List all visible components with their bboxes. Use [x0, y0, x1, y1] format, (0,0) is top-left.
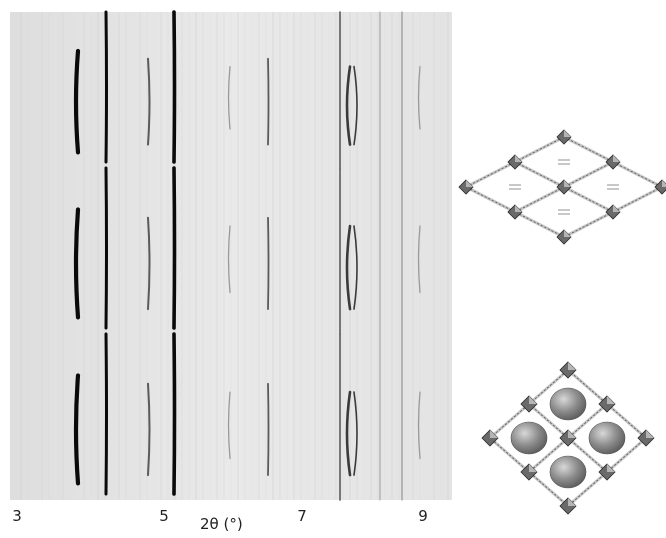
reflection-arc	[267, 216, 270, 310]
reflection-arc	[353, 225, 358, 310]
linker-strut	[528, 471, 569, 507]
octahedral-node-face	[490, 430, 498, 438]
framework-structure-open	[458, 129, 666, 245]
reflection-arc	[417, 391, 421, 460]
linker-strut	[612, 161, 663, 188]
linker-strut	[606, 403, 647, 439]
reflection-arc	[104, 332, 108, 496]
octahedral-node-face	[515, 155, 522, 162]
linker-strut	[465, 186, 516, 213]
octahedral-node-face	[607, 464, 615, 472]
linker-strut	[563, 161, 614, 188]
x-tick-label: 7	[297, 507, 307, 525]
linker-strut	[528, 437, 569, 473]
reflection-arc	[147, 216, 151, 311]
linker-strut	[514, 186, 565, 213]
octahedral-node-face	[646, 430, 654, 438]
octahedral-node-face	[568, 362, 576, 370]
linker-strut	[514, 161, 565, 188]
octahedral-node-face	[515, 205, 522, 212]
x-axis-label: 2θ (°)	[200, 515, 243, 533]
octahedral-node-face	[564, 180, 571, 187]
reflection-arc	[104, 10, 108, 164]
linker-strut	[567, 369, 608, 405]
reflection-arc	[172, 10, 177, 164]
linker-strut	[528, 403, 569, 439]
linker-strut	[563, 186, 614, 213]
reflection-arc	[267, 382, 270, 476]
reflection-arc	[345, 390, 352, 477]
linker-strut	[612, 186, 663, 213]
octahedral-node-face	[613, 205, 620, 212]
guest-sphere	[510, 421, 548, 455]
octahedral-node-face	[564, 130, 571, 137]
octahedral-node-face	[568, 498, 576, 506]
reflection-arc	[104, 166, 108, 330]
reflection-arc	[147, 382, 151, 477]
reflection-arc	[345, 65, 352, 146]
octahedral-node-face	[466, 180, 473, 187]
x-tick-label: 3	[12, 507, 22, 525]
reflection-arc	[73, 207, 81, 320]
guest-sphere	[549, 455, 587, 489]
octahedral-node-face	[568, 430, 576, 438]
linker-strut	[514, 136, 565, 163]
reflection-arc	[353, 65, 358, 146]
reflection-arc	[147, 57, 151, 146]
x-tick-label: 5	[159, 507, 169, 525]
linker-strut	[514, 211, 565, 238]
diffraction-pattern-panel	[10, 10, 452, 501]
linker-strut	[528, 369, 569, 405]
reflection-arcs	[73, 10, 421, 501]
reflection-arc	[73, 373, 81, 486]
x-tick-label: 9	[418, 507, 428, 525]
guest-sphere	[549, 387, 587, 421]
reflection-arc	[172, 166, 177, 330]
reflection-arc	[172, 332, 177, 496]
octahedral-node-face	[564, 230, 571, 237]
linker-strut	[563, 136, 614, 163]
linker-strut	[489, 437, 530, 473]
reflection-arc	[227, 65, 231, 130]
guest-sphere	[588, 421, 626, 455]
linker-strut	[489, 403, 530, 439]
reflection-arc	[227, 225, 231, 294]
framework-structure-guest-loaded	[481, 361, 655, 515]
octahedral-node-face	[662, 180, 666, 187]
linker-strut	[567, 471, 608, 507]
octahedral-node-face	[529, 396, 537, 404]
reflection-arc	[227, 391, 231, 460]
octahedral-node-face	[529, 464, 537, 472]
linker-strut	[606, 437, 647, 473]
linker-strut	[465, 161, 516, 188]
linker-strut	[567, 403, 608, 439]
reflection-arc	[267, 57, 270, 146]
reflection-arc	[73, 48, 81, 155]
reflection-arc	[417, 65, 421, 130]
reflection-arc	[345, 224, 352, 311]
octahedral-node-face	[607, 396, 615, 404]
linker-strut	[567, 437, 608, 473]
reflection-arc	[353, 391, 358, 476]
reflection-arc	[417, 225, 421, 294]
linker-strut	[563, 211, 614, 238]
octahedral-node-face	[613, 155, 620, 162]
